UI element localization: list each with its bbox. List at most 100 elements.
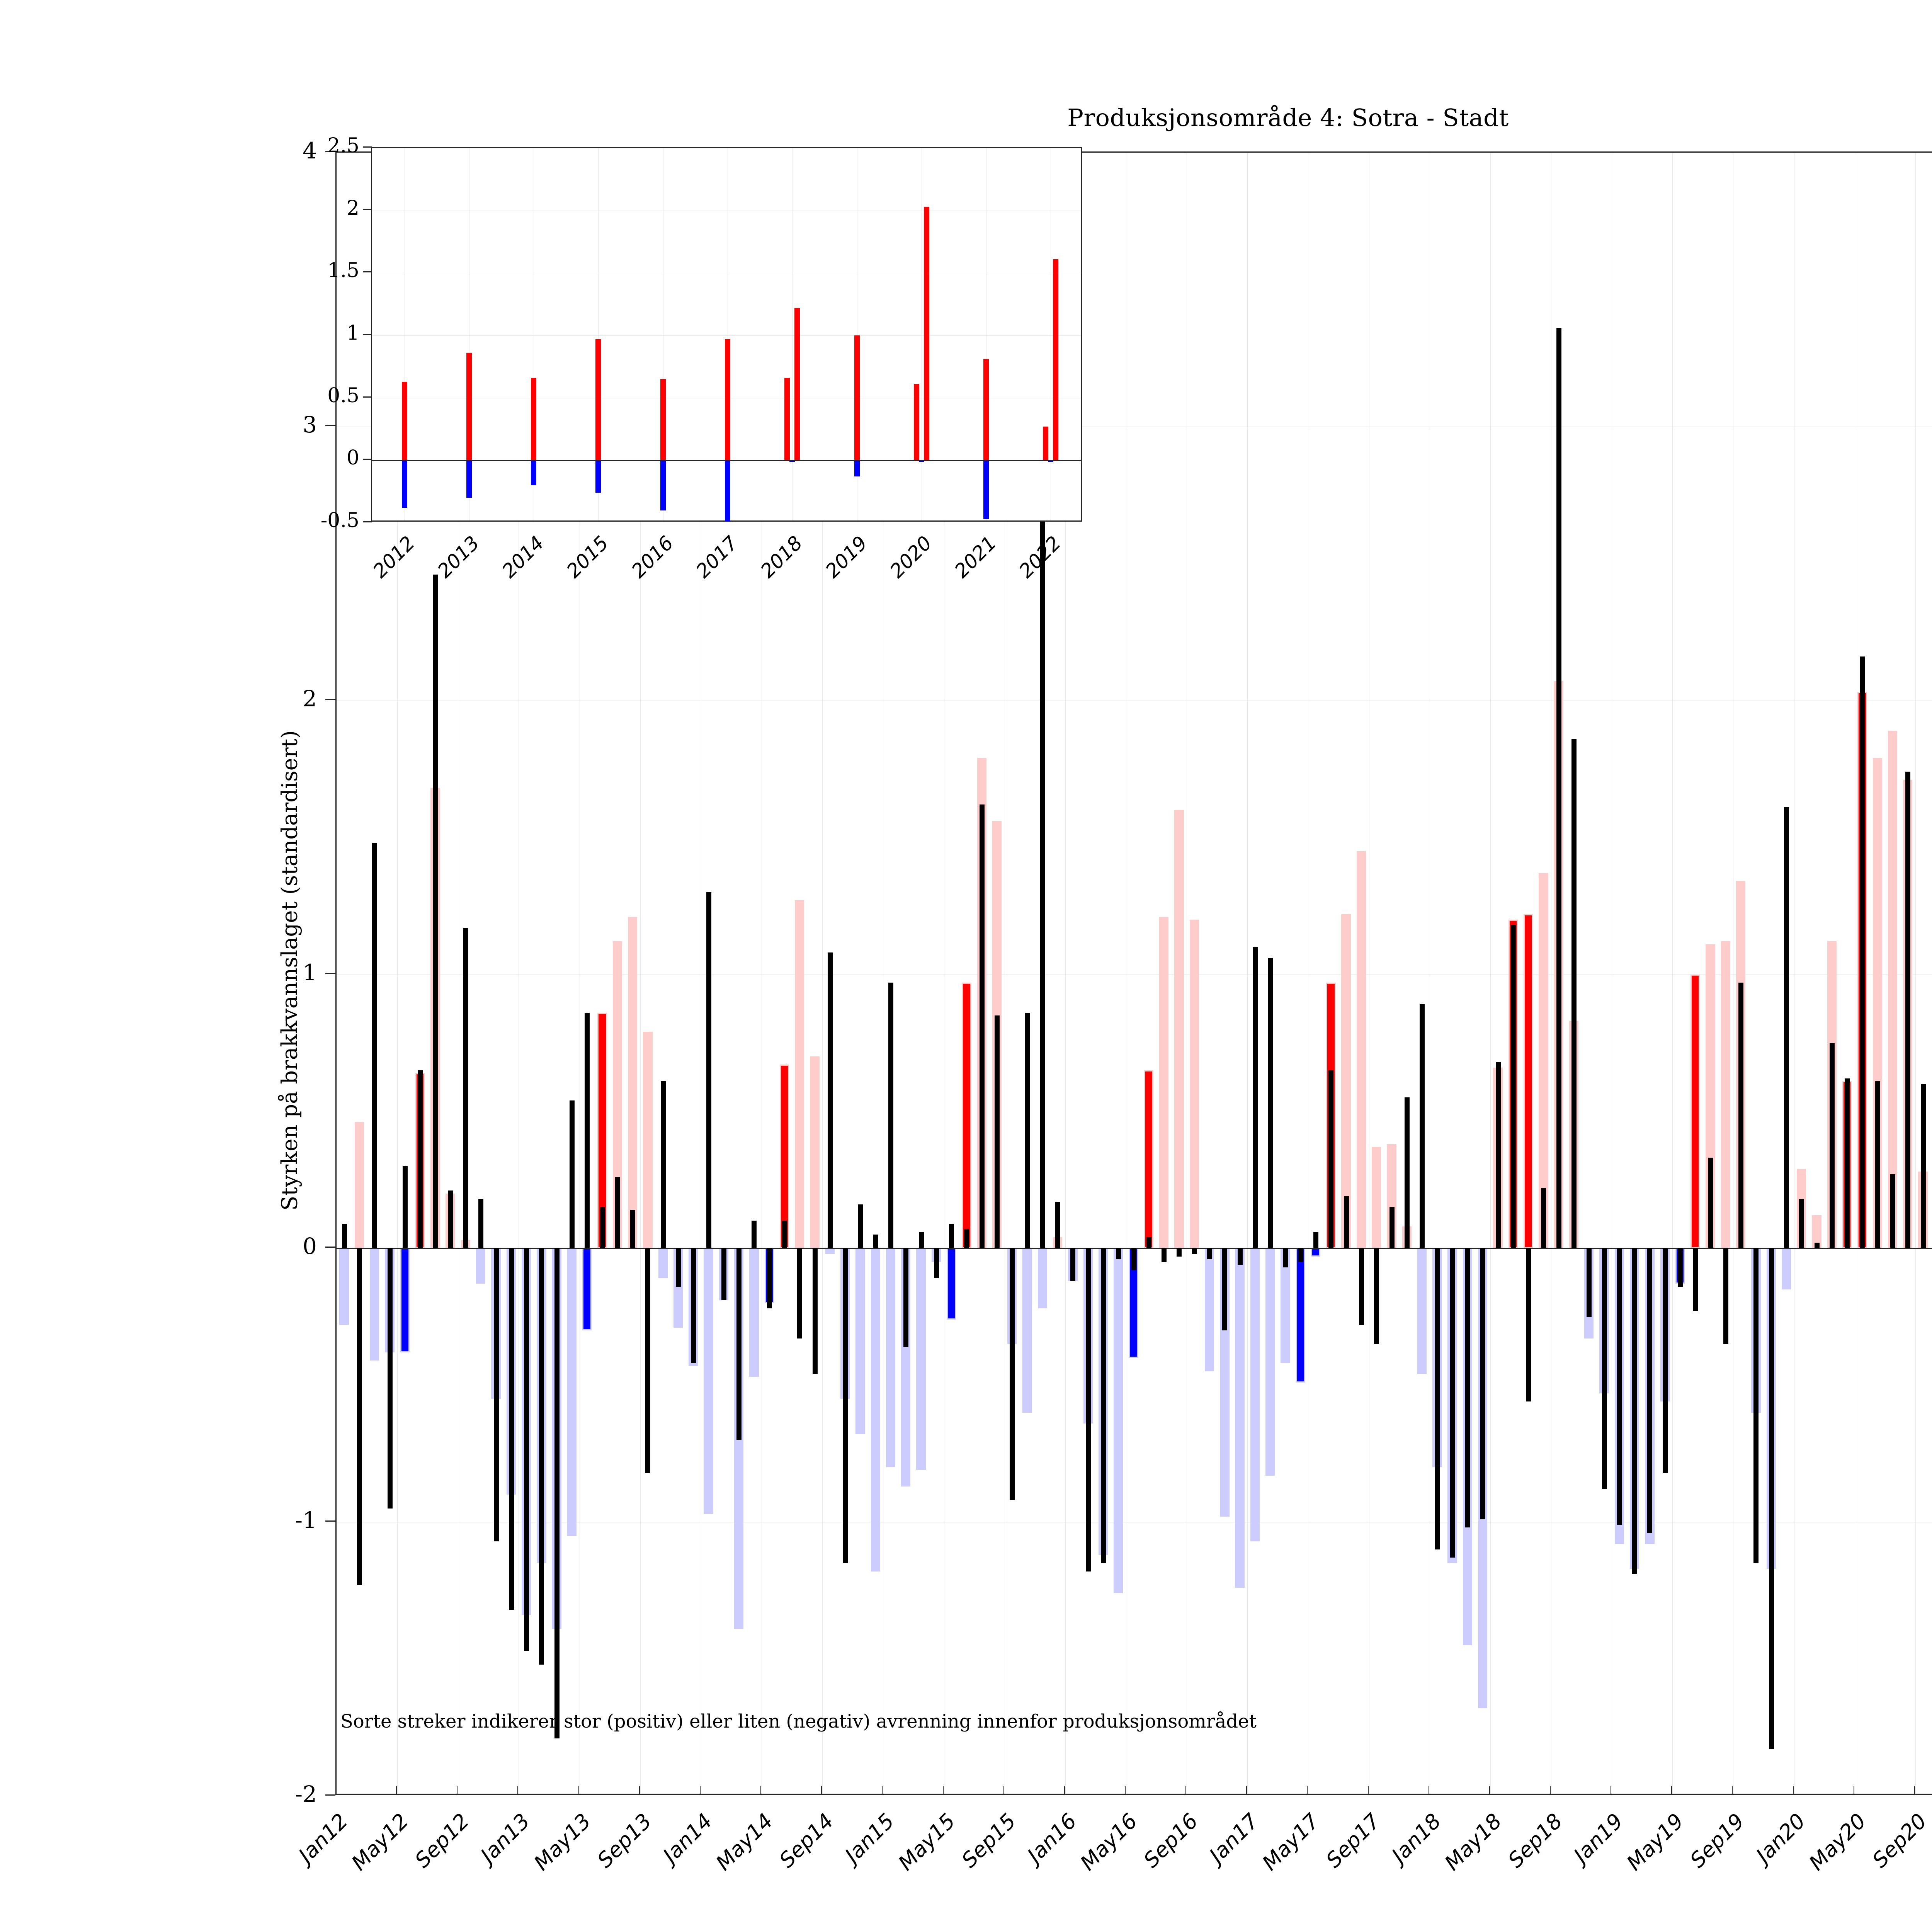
bar-month <box>1022 1248 1032 1413</box>
bar-month <box>400 1248 410 1352</box>
runoff-marker <box>1708 1158 1713 1248</box>
bar-month <box>1296 1248 1305 1383</box>
y-axis-tick-mark <box>325 1794 335 1796</box>
runoff-marker <box>1845 1078 1850 1248</box>
x-axis-tick-mark <box>639 1786 640 1795</box>
gridline-vertical <box>1247 153 1248 1794</box>
runoff-marker <box>1374 1248 1379 1344</box>
inset-bar-positive <box>1053 259 1059 461</box>
runoff-marker <box>1146 1237 1151 1248</box>
bar-month <box>1539 873 1548 1248</box>
runoff-marker <box>1192 1248 1197 1254</box>
runoff-marker <box>1632 1248 1638 1574</box>
y-axis-tick-label: 4 <box>303 138 317 164</box>
x-axis-tick-mark <box>1671 1786 1672 1795</box>
runoff-marker <box>706 892 711 1248</box>
x-axis-tick-mark <box>821 1786 822 1795</box>
bar-month <box>476 1248 486 1284</box>
runoff-marker <box>1085 1248 1091 1571</box>
runoff-marker <box>1495 1062 1501 1248</box>
inset-bar-positive <box>531 378 537 461</box>
x-axis-tick-mark <box>1064 1786 1065 1795</box>
runoff-marker <box>1905 771 1911 1248</box>
runoff-marker <box>1116 1248 1121 1259</box>
inset-bar-positive <box>983 359 989 461</box>
runoff-marker <box>1465 1248 1470 1528</box>
y-axis-tick-label: -2 <box>295 1781 317 1807</box>
runoff-marker <box>1101 1248 1106 1563</box>
gridline-vertical <box>640 153 641 1794</box>
runoff-marker <box>1738 982 1744 1248</box>
bar-month <box>962 982 971 1248</box>
runoff-marker <box>1359 1248 1364 1325</box>
inset-bar-negative <box>983 460 989 519</box>
y-axis-tick-label: 2 <box>303 685 317 712</box>
runoff-marker <box>1313 1231 1319 1248</box>
x-axis-tick-mark <box>1550 1786 1551 1795</box>
runoff-marker <box>903 1248 909 1347</box>
runoff-marker <box>721 1248 726 1300</box>
runoff-marker <box>569 1100 575 1248</box>
gridline-vertical <box>1065 153 1066 1794</box>
runoff-marker <box>782 1221 787 1248</box>
runoff-marker <box>357 1248 362 1585</box>
x-axis-tick-mark <box>1124 1786 1126 1795</box>
runoff-marker <box>554 1248 560 1739</box>
runoff-marker <box>1070 1248 1076 1281</box>
y-axis-tick-mark <box>325 699 335 700</box>
bar-month <box>1812 1215 1821 1248</box>
bar-month <box>855 1248 865 1435</box>
runoff-marker <box>675 1248 681 1287</box>
runoff-marker <box>342 1223 347 1248</box>
runoff-marker <box>964 1229 969 1248</box>
runoff-marker <box>585 1012 590 1248</box>
runoff-marker <box>1602 1248 1607 1490</box>
bar-month <box>1037 1248 1048 1309</box>
runoff-marker <box>858 1204 863 1248</box>
chart-annotation: Sorte streker indikerer stor (positiv) e… <box>340 1710 1257 1732</box>
bar-month <box>1281 1248 1290 1364</box>
bar-month <box>1417 1248 1427 1374</box>
x-axis-tick-mark <box>1246 1786 1247 1795</box>
runoff-marker <box>1556 328 1561 1248</box>
bar-month <box>871 1248 880 1571</box>
inset-y-axis-tick-label: 0.5 <box>327 384 359 407</box>
x-axis-tick-mark <box>1367 1786 1369 1795</box>
y-axis-tick-label: 0 <box>303 1233 317 1260</box>
runoff-marker <box>1237 1248 1243 1265</box>
runoff-marker <box>736 1248 742 1440</box>
bar-month <box>1114 1248 1123 1594</box>
runoff-marker <box>478 1199 484 1248</box>
gridline-vertical <box>1490 153 1491 1794</box>
runoff-marker <box>1435 1248 1440 1550</box>
runoff-marker <box>539 1248 544 1665</box>
x-axis-tick-mark <box>1793 1786 1794 1795</box>
inset-y-axis-tick-label: 2.5 <box>327 134 359 157</box>
inset-y-axis-tick-label: 1.5 <box>327 259 359 282</box>
runoff-marker <box>1510 925 1516 1248</box>
runoff-marker <box>1677 1248 1683 1287</box>
inset-bar-negative <box>854 460 860 477</box>
bar-month <box>1250 1248 1260 1541</box>
inset-bar-positive <box>660 379 666 461</box>
bar-month <box>628 917 638 1248</box>
main-plot-area: Sorte streker indikerer stor (positiv) e… <box>335 151 1932 1796</box>
x-axis-tick-mark <box>1489 1786 1490 1795</box>
x-axis-tick-mark <box>882 1786 883 1795</box>
bar-month <box>370 1248 379 1361</box>
bar-month <box>916 1248 926 1470</box>
inset-gridline-vertical <box>792 148 793 520</box>
bar-month <box>1523 914 1533 1248</box>
runoff-marker <box>1480 1248 1486 1520</box>
runoff-marker <box>1162 1248 1167 1262</box>
inset-bar-negative <box>725 460 730 522</box>
bar-month <box>1235 1248 1245 1588</box>
y-axis-tick-mark <box>325 151 335 152</box>
runoff-marker <box>1753 1248 1759 1563</box>
runoff-marker <box>1587 1248 1592 1317</box>
bar-month <box>1341 914 1351 1248</box>
bar-month <box>1159 917 1169 1248</box>
runoff-marker <box>752 1221 757 1248</box>
y-axis-tick-label: 3 <box>303 411 317 438</box>
